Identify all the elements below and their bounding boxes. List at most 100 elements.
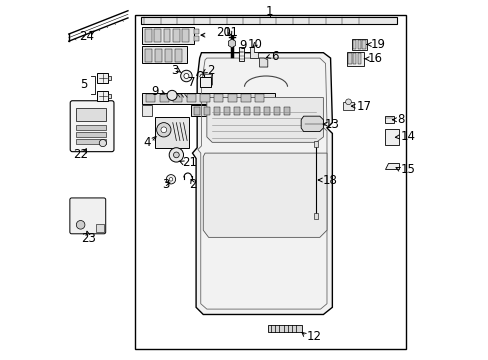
- Bar: [385, 129, 398, 145]
- Bar: [182, 30, 188, 41]
- Circle shape: [166, 175, 175, 184]
- Bar: [186, 94, 196, 102]
- Bar: [142, 46, 187, 63]
- Bar: [254, 94, 264, 102]
- Text: 23: 23: [81, 232, 96, 245]
- Bar: [227, 94, 237, 102]
- Bar: [267, 324, 301, 332]
- Bar: [362, 40, 365, 49]
- Bar: [76, 108, 106, 121]
- Bar: [264, 107, 270, 115]
- Bar: [145, 49, 152, 62]
- Bar: [108, 76, 111, 80]
- Text: 21: 21: [182, 156, 196, 169]
- Bar: [194, 30, 198, 35]
- Bar: [203, 107, 210, 115]
- Circle shape: [180, 70, 192, 82]
- Bar: [173, 94, 182, 102]
- Bar: [346, 52, 364, 66]
- Text: 18: 18: [322, 174, 337, 186]
- Text: 2: 2: [206, 64, 214, 77]
- Bar: [223, 107, 230, 115]
- Bar: [97, 73, 108, 83]
- Bar: [108, 94, 111, 98]
- Bar: [351, 39, 366, 50]
- Text: 7: 7: [187, 76, 195, 89]
- Bar: [214, 94, 223, 102]
- Polygon shape: [301, 116, 323, 132]
- Text: 13: 13: [324, 118, 339, 131]
- Text: 14: 14: [400, 130, 415, 144]
- Bar: [175, 49, 182, 62]
- Text: 10: 10: [247, 38, 262, 51]
- Text: 3: 3: [162, 178, 169, 191]
- Bar: [173, 30, 179, 41]
- Bar: [194, 36, 198, 41]
- FancyBboxPatch shape: [70, 198, 105, 234]
- Bar: [163, 30, 170, 41]
- Bar: [155, 117, 188, 148]
- Text: 2: 2: [189, 178, 196, 191]
- Bar: [241, 94, 250, 102]
- Text: 5: 5: [80, 78, 87, 91]
- Bar: [193, 107, 200, 115]
- Bar: [76, 139, 106, 144]
- Text: 17: 17: [356, 100, 370, 113]
- Polygon shape: [206, 98, 323, 142]
- Bar: [233, 107, 240, 115]
- Text: 24: 24: [79, 30, 94, 43]
- Bar: [357, 40, 360, 49]
- Bar: [154, 30, 161, 41]
- Text: 12: 12: [305, 330, 321, 343]
- Bar: [352, 40, 356, 49]
- Bar: [76, 132, 106, 137]
- Bar: [213, 107, 220, 115]
- Circle shape: [345, 99, 351, 105]
- Bar: [142, 27, 194, 44]
- Bar: [352, 53, 356, 64]
- Text: 11: 11: [223, 27, 238, 40]
- Text: 8: 8: [396, 113, 404, 126]
- Bar: [97, 91, 108, 101]
- Text: 6: 6: [271, 50, 278, 63]
- Bar: [199, 77, 211, 87]
- Text: 16: 16: [367, 52, 382, 65]
- Bar: [313, 141, 318, 147]
- Bar: [159, 94, 168, 102]
- Bar: [200, 94, 209, 102]
- Circle shape: [173, 152, 179, 158]
- Circle shape: [161, 127, 166, 133]
- Text: 19: 19: [370, 38, 385, 51]
- Polygon shape: [203, 153, 326, 237]
- Polygon shape: [385, 163, 398, 169]
- Bar: [190, 105, 301, 116]
- Text: 1: 1: [265, 5, 273, 18]
- Bar: [165, 49, 172, 62]
- Circle shape: [99, 139, 106, 147]
- Bar: [142, 93, 274, 104]
- Bar: [244, 107, 250, 115]
- Bar: [145, 30, 151, 41]
- Circle shape: [76, 221, 85, 229]
- Bar: [273, 107, 280, 115]
- Circle shape: [169, 148, 183, 162]
- Text: 9: 9: [151, 85, 159, 98]
- Bar: [140, 17, 396, 24]
- Bar: [253, 107, 260, 115]
- Bar: [385, 116, 393, 123]
- Polygon shape: [192, 53, 332, 315]
- Bar: [145, 94, 155, 102]
- Text: 22: 22: [73, 148, 87, 161]
- Bar: [142, 105, 152, 116]
- Bar: [343, 102, 353, 110]
- Text: 15: 15: [400, 163, 414, 176]
- Bar: [357, 53, 360, 64]
- Bar: [348, 53, 351, 64]
- Bar: [155, 49, 162, 62]
- Polygon shape: [259, 58, 267, 67]
- Text: 20: 20: [215, 27, 230, 40]
- Text: 9: 9: [239, 39, 246, 52]
- Circle shape: [183, 73, 188, 78]
- Circle shape: [167, 90, 177, 100]
- Bar: [313, 213, 318, 219]
